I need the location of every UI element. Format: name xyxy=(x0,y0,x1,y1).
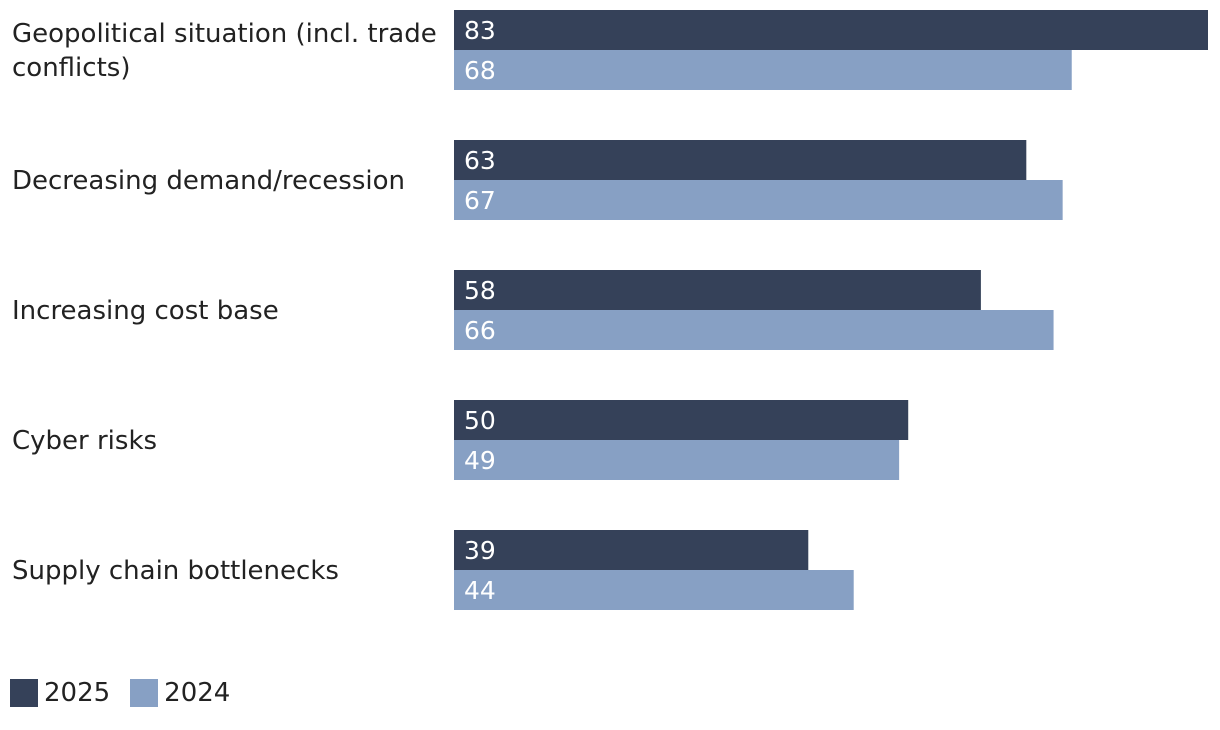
legend: 2025 2024 xyxy=(10,678,250,708)
category-label-line: Decreasing demand/recession xyxy=(12,166,405,196)
legend-item-2025: 2025 xyxy=(10,678,110,708)
legend-item-2024: 2024 xyxy=(130,678,230,708)
category-label-decreasing-demand-recession: Decreasing demand/recession xyxy=(12,166,405,196)
bar-2025-supply-chain-bottlenecks xyxy=(454,530,809,570)
bar-2024-increasing-cost-base xyxy=(454,310,1054,350)
bar-value-label-2024-cyber-risks: 49 xyxy=(464,446,496,475)
category-label-line: Supply chain bottlenecks xyxy=(12,556,339,586)
category-label-cyber-risks: Cyber risks xyxy=(12,426,157,456)
bar-2024-geopolitical-situation-incl-trade-conflicts xyxy=(454,50,1072,90)
bar-2024-supply-chain-bottlenecks xyxy=(454,570,854,610)
bar-value-label-2025-decreasing-demand-recession: 63 xyxy=(464,146,496,175)
bar-2024-cyber-risks xyxy=(454,440,900,480)
bar-2025-decreasing-demand-recession xyxy=(454,140,1027,180)
category-label-increasing-cost-base: Increasing cost base xyxy=(12,296,279,326)
bar-value-label-2025-increasing-cost-base: 58 xyxy=(464,276,496,305)
category-label-line: conflicts) xyxy=(12,53,130,83)
legend-label-2025: 2025 xyxy=(44,678,111,708)
legend-label-2024: 2024 xyxy=(164,678,231,708)
bar-2025-increasing-cost-base xyxy=(454,270,981,310)
category-label-supply-chain-bottlenecks: Supply chain bottlenecks xyxy=(12,556,339,586)
category-label-geopolitical-situation-incl-trade-conflicts: Geopolitical situation (incl. trade confl… xyxy=(12,19,437,83)
category-label-line: Geopolitical situation (incl. trade xyxy=(12,19,437,49)
category-label-line: Increasing cost base xyxy=(12,296,279,326)
bar-value-label-2024-decreasing-demand-recession: 67 xyxy=(464,186,496,215)
bar-value-label-2024-geopolitical-situation-incl-trade-conflicts: 68 xyxy=(464,56,496,85)
bar-value-label-2024-increasing-cost-base: 66 xyxy=(464,316,496,345)
legend-swatch-2024 xyxy=(130,679,159,707)
legend-swatch-2025 xyxy=(10,679,38,707)
category-label-line: Cyber risks xyxy=(12,426,157,456)
bar-value-label-2024-supply-chain-bottlenecks: 44 xyxy=(464,576,496,605)
bar-value-label-2025-cyber-risks: 50 xyxy=(464,406,496,435)
bar-value-label-2025-geopolitical-situation-incl-trade-conflicts: 83 xyxy=(464,16,496,45)
bar-2025-cyber-risks xyxy=(454,400,909,440)
bar-2024-decreasing-demand-recession xyxy=(454,180,1063,220)
bar-value-label-2025-supply-chain-bottlenecks: 39 xyxy=(464,536,496,565)
bar-2025-geopolitical-situation-incl-trade-conflicts xyxy=(454,10,1208,50)
